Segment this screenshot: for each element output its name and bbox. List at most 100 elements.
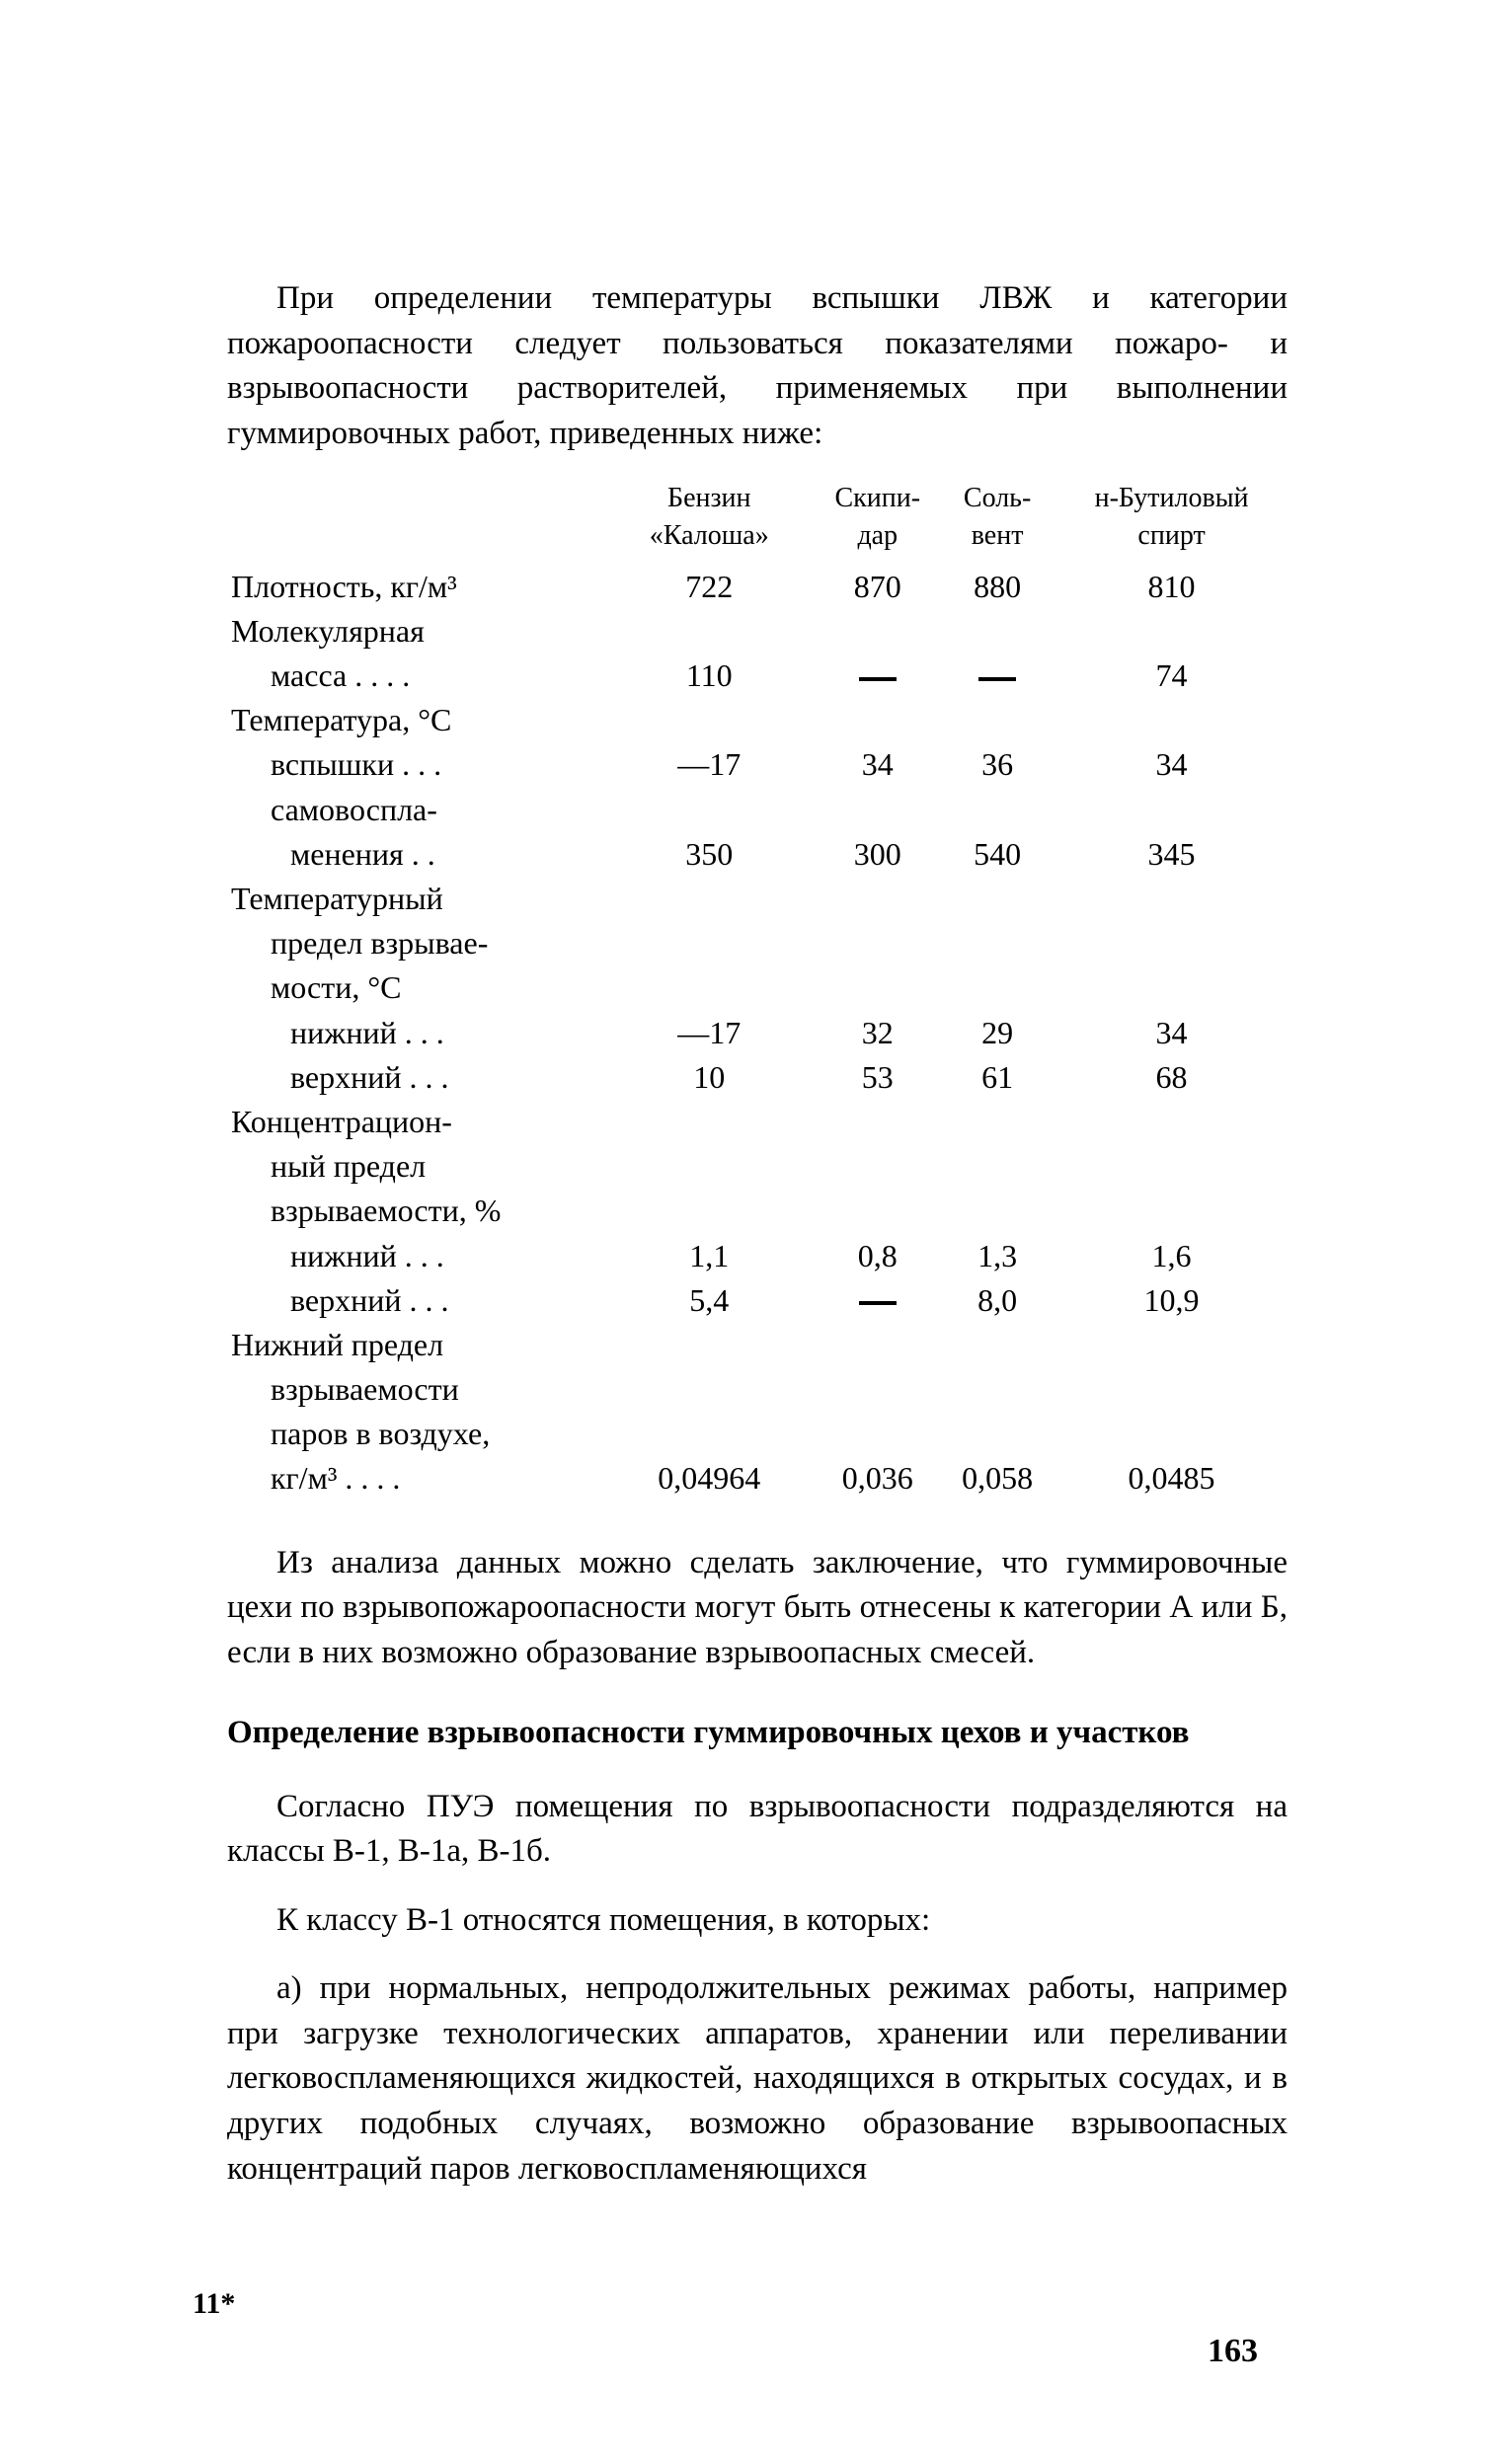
cell-value: [602, 698, 817, 742]
table-row: Температура, °C: [227, 698, 1288, 742]
table-header-row: Бензин «Калоша» Скипи­дар Соль­вент н-Бу…: [227, 480, 1288, 565]
cell-value: [602, 1144, 817, 1189]
table-row: Плотность, кг/м³722870880810: [227, 565, 1288, 609]
cell-value: [602, 788, 817, 832]
cell-value: [939, 965, 1055, 1010]
cell-value: [817, 609, 940, 654]
row-label: нижний . . .: [227, 1234, 602, 1278]
cell-value: [939, 921, 1055, 965]
cell-value: 8,0: [939, 1278, 1055, 1323]
cell-value: [1055, 1100, 1288, 1144]
cell-value: [817, 1100, 940, 1144]
page-number: 163: [1208, 2333, 1258, 2370]
cell-value: 1,1: [602, 1234, 817, 1278]
row-label: менения . .: [227, 832, 602, 877]
row-label: взрываемости: [227, 1367, 602, 1412]
cell-value: 300: [817, 832, 940, 877]
row-label: Концентрацион-: [227, 1100, 602, 1144]
cell-value: [817, 654, 940, 698]
cell-value: 0,036: [817, 1456, 940, 1501]
cell-value: 68: [1055, 1055, 1288, 1100]
row-label: Плотность, кг/м³: [227, 565, 602, 609]
table-row: паров в воздухе,: [227, 1412, 1288, 1456]
cell-value: [1055, 1367, 1288, 1412]
table-row: Нижний предел: [227, 1323, 1288, 1367]
cell-value: [1055, 609, 1288, 654]
row-label: самовоспла-: [227, 788, 602, 832]
cell-value: [817, 965, 940, 1010]
cell-value: [602, 965, 817, 1010]
cell-value: [939, 877, 1055, 921]
cell-value: [817, 1412, 940, 1456]
row-label: верхний . . .: [227, 1278, 602, 1323]
signature-mark: 11*: [193, 2287, 235, 2321]
cell-value: —17: [602, 1011, 817, 1055]
row-label: вспышки . . .: [227, 742, 602, 787]
cell-value: [1055, 1144, 1288, 1189]
row-label: масса . . . .: [227, 654, 602, 698]
cell-value: 10,9: [1055, 1278, 1288, 1323]
table-row: мости, °C: [227, 965, 1288, 1010]
row-label: мости, °C: [227, 965, 602, 1010]
cell-value: 880: [939, 565, 1055, 609]
body-paragraph: К классу В-1 относятся помещения, в кото…: [227, 1898, 1288, 1944]
cell-value: [1055, 921, 1288, 965]
cell-value: 870: [817, 565, 940, 609]
cell-value: 1,6: [1055, 1234, 1288, 1278]
cell-value: [817, 1278, 940, 1323]
cell-value: 345: [1055, 832, 1288, 877]
cell-value: 32: [817, 1011, 940, 1055]
table-row: нижний . . .—17322934: [227, 1011, 1288, 1055]
cell-value: 722: [602, 565, 817, 609]
col-header: н-Бутиловый спирт: [1055, 480, 1288, 565]
cell-value: [602, 1189, 817, 1233]
cell-value: [939, 788, 1055, 832]
cell-value: [1055, 1189, 1288, 1233]
row-label: паров в воздухе,: [227, 1412, 602, 1456]
cell-value: 810: [1055, 565, 1288, 609]
cell-value: [817, 1189, 940, 1233]
body-paragraph: а) при нормальных, непродолжительных реж…: [227, 1966, 1288, 2192]
table-row: предел взрывае-: [227, 921, 1288, 965]
cell-value: 1,3: [939, 1234, 1055, 1278]
row-label: Температурный: [227, 877, 602, 921]
row-label: ный предел: [227, 1144, 602, 1189]
cell-value: 34: [817, 742, 940, 787]
cell-value: 540: [939, 832, 1055, 877]
col-header: Скипи­дар: [817, 480, 940, 565]
table-row: верхний . . .10536168: [227, 1055, 1288, 1100]
cell-value: [939, 1412, 1055, 1456]
table-row: нижний . . .1,10,81,31,6: [227, 1234, 1288, 1278]
cell-value: 74: [1055, 654, 1288, 698]
properties-table: Бензин «Калоша» Скипи­дар Соль­вент н-Бу…: [227, 480, 1288, 1502]
intro-paragraph: При определении температуры вспышки ЛВЖ …: [227, 276, 1288, 456]
table-row: взрываемости: [227, 1367, 1288, 1412]
cell-value: [817, 877, 940, 921]
row-label: верхний . . .: [227, 1055, 602, 1100]
cell-value: [602, 1100, 817, 1144]
analysis-paragraph: Из анализа данных можно сделать заключен…: [227, 1541, 1288, 1676]
cell-value: 110: [602, 654, 817, 698]
cell-value: [939, 1367, 1055, 1412]
cell-value: [1055, 965, 1288, 1010]
cell-value: [1055, 788, 1288, 832]
cell-value: 0,04964: [602, 1456, 817, 1501]
cell-value: 34: [1055, 1011, 1288, 1055]
row-label: взрываемости, %: [227, 1189, 602, 1233]
cell-value: [1055, 877, 1288, 921]
cell-value: [817, 1367, 940, 1412]
row-label: Нижний предел: [227, 1323, 602, 1367]
cell-value: 53: [817, 1055, 940, 1100]
cell-value: [602, 877, 817, 921]
cell-value: 36: [939, 742, 1055, 787]
cell-value: —17: [602, 742, 817, 787]
cell-value: [817, 788, 940, 832]
cell-value: [817, 698, 940, 742]
table-row: менения . .350300540345: [227, 832, 1288, 877]
table-row: Молекулярная: [227, 609, 1288, 654]
cell-value: 350: [602, 832, 817, 877]
cell-value: [939, 1189, 1055, 1233]
cell-value: 10: [602, 1055, 817, 1100]
cell-value: [1055, 1323, 1288, 1367]
table-row: ный предел: [227, 1144, 1288, 1189]
